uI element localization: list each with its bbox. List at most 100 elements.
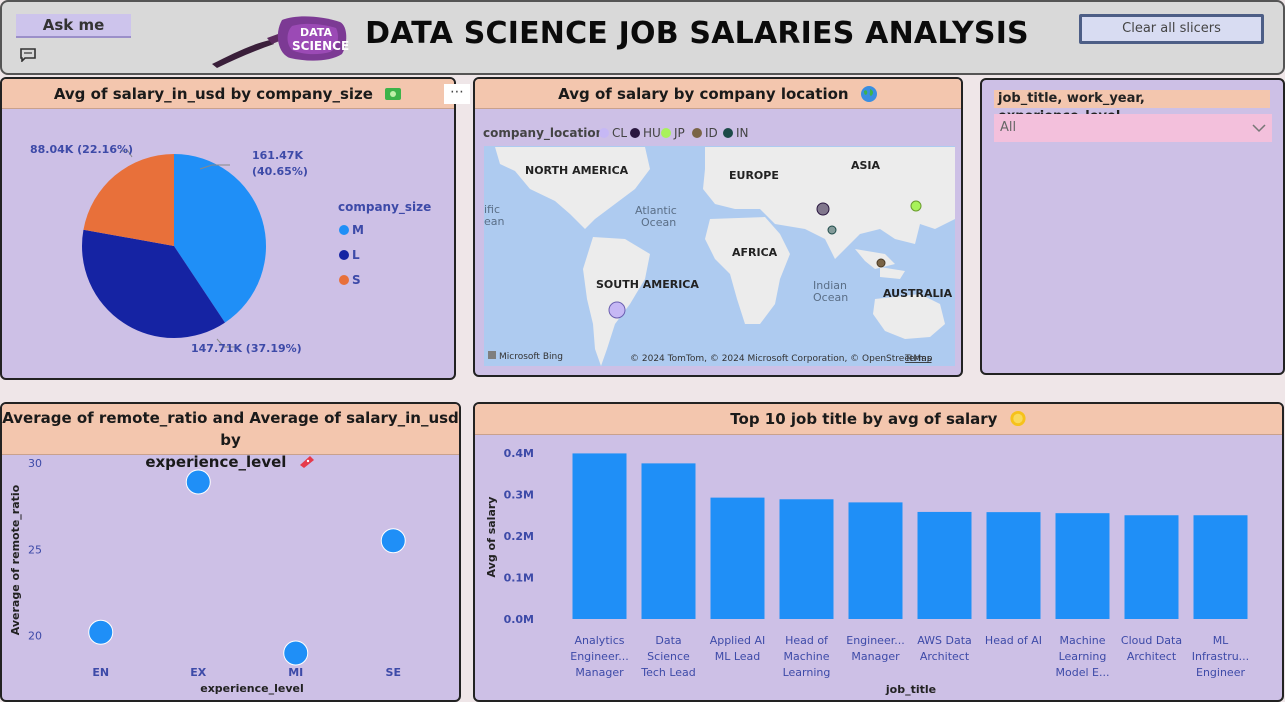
pie-label-m: 161.47K <box>252 149 303 162</box>
map-label-europe: EUROPE <box>729 169 779 182</box>
bar-chart-panel: Top 10 job title by avg of salary 0.0M 0.… <box>473 402 1284 702</box>
map-legend-item-in[interactable]: IN <box>736 126 749 140</box>
bar-x-label-3: Applied AI <box>710 634 766 647</box>
pie-leader-l <box>216 338 238 348</box>
map-north-america <box>495 147 650 229</box>
bar-x-label-9: Architect <box>1127 650 1177 663</box>
scatter-x-tick-en: EN <box>92 666 109 679</box>
bar-x-label-10: ML <box>1213 634 1229 647</box>
scatter-x-tick-ex: EX <box>190 666 207 679</box>
svg-text:DATA: DATA <box>300 26 332 39</box>
pie-slice-l[interactable] <box>81 229 225 338</box>
bar-x-label-10: Infrastru... <box>1192 650 1249 663</box>
bar-x-label-7: Head of AI <box>985 634 1042 647</box>
legend-item-m[interactable]: M <box>352 223 364 237</box>
map-label-south-america: SOUTH AMERICA <box>596 278 699 291</box>
bar-chart[interactable]: 0.0M 0.1M 0.2M 0.3M 0.4M Avg of salary Analyti… <box>475 435 1282 700</box>
map-south-america <box>583 237 650 366</box>
bar-chart-title: Top 10 job title by avg of salary <box>475 404 1282 435</box>
map-australia <box>873 294 945 339</box>
map-legend-swatch-cl <box>599 128 609 138</box>
map-label-pacific-ocean: ean <box>484 215 505 228</box>
bar-x-label-3: ML Lead <box>715 650 761 663</box>
map-europe-asia <box>703 147 955 259</box>
bar-y-tick: 0.0M <box>504 613 534 626</box>
scatter-point-se[interactable] <box>380 528 406 554</box>
map-legend-swatch-jp <box>661 128 671 138</box>
company-location-map[interactable]: company_location CL HU JP ID IN NORTH AMERIC… <box>475 109 961 375</box>
bar-x-label-4: Machine <box>783 650 829 663</box>
map-legend-item-cl[interactable]: CL <box>612 126 627 140</box>
bar-y-tick: 0.2M <box>504 530 534 543</box>
bar-10[interactable] <box>1193 515 1248 619</box>
bar-x-label-6: Architect <box>920 650 970 663</box>
bing-logo <box>488 351 496 359</box>
map-label-atlantic: Atlantic <box>635 204 677 217</box>
comment-icon[interactable] <box>20 48 36 62</box>
more-options-button[interactable]: ⋯ <box>444 84 470 104</box>
pie-leader-m <box>199 164 230 170</box>
pie-slice-s[interactable] <box>83 154 174 246</box>
bar-6[interactable] <box>917 511 972 619</box>
pie-leader-s <box>120 150 133 158</box>
map-bubble-cl[interactable] <box>608 301 626 319</box>
bar-x-axis-label: job_title <box>885 683 936 696</box>
bar-4[interactable] <box>779 499 834 619</box>
scatter-y-tick-30: 30 <box>28 457 42 470</box>
scatter-chart-title-line1: Average of remote_ratio and Average of s… <box>2 409 459 449</box>
legend-item-s[interactable]: S <box>352 273 361 287</box>
bar-x-label-2: Science <box>647 650 690 663</box>
map-bubble-jp[interactable] <box>910 200 922 212</box>
map-copyright[interactable]: © 2024 TomTom, © 2024 Microsoft Corporat… <box>630 354 933 364</box>
bar-x-label-5: Engineer... <box>846 634 904 647</box>
map-bubble-in[interactable] <box>827 225 837 235</box>
bar-7[interactable] <box>986 512 1041 619</box>
bar-5[interactable] <box>848 502 903 619</box>
map-legend-swatch-in <box>723 128 733 138</box>
bar-8[interactable] <box>1055 513 1110 619</box>
map-label-north-america: NORTH AMERICA <box>525 164 629 177</box>
map-label-asia: ASIA <box>851 159 881 172</box>
map-label-australia: AUSTRALIA <box>883 287 953 300</box>
slicer-title: job_title, work_year, experience_level <box>994 90 1270 124</box>
coin-icon <box>1010 410 1026 427</box>
scatter-chart-title-line2: experience_level <box>145 453 287 471</box>
map-terms-link[interactable]: Terms <box>904 354 932 364</box>
scatter-point-en[interactable] <box>88 619 114 645</box>
map-africa <box>705 217 790 324</box>
map-title-text: Avg of salary by company location <box>558 85 849 103</box>
scatter-x-tick-mi: MI <box>288 666 303 679</box>
scatter-chart-panel: Average of remote_ratio and Average of s… <box>0 402 461 702</box>
bar-3[interactable] <box>710 497 765 619</box>
legend-item-l[interactable]: L <box>352 248 360 262</box>
ticket-icon <box>299 456 314 468</box>
bar-x-label-1: Engineer... <box>570 650 628 663</box>
bar-9[interactable] <box>1124 515 1179 619</box>
map-legend-item-id[interactable]: ID <box>705 126 718 140</box>
bar-x-label-2: Tech Lead <box>640 666 696 679</box>
pie-chart[interactable]: 161.47K (40.65%) 147.71K (37.19%) 88.04K… <box>2 109 454 379</box>
map-label-indian: Indian <box>813 279 847 292</box>
scatter-chart-title: Average of remote_ratio and Average of s… <box>2 404 459 471</box>
map-legend-item-hu[interactable]: HU <box>643 126 661 140</box>
scatter-point-mi[interactable] <box>283 640 309 666</box>
scatter-y-tick-25: 25 <box>28 543 42 556</box>
money-icon <box>385 88 402 100</box>
bar-x-label-8: Learning <box>1059 650 1107 663</box>
bar-x-label-8: Machine <box>1059 634 1105 647</box>
bar-2[interactable] <box>641 463 696 619</box>
map-bubble-id[interactable] <box>876 258 886 268</box>
pie-slice-m[interactable] <box>174 154 266 323</box>
ask-me-button[interactable]: Ask me <box>16 14 131 38</box>
clear-all-slicers-button[interactable]: Clear all slicers <box>1079 14 1264 44</box>
bar-1[interactable] <box>572 453 627 619</box>
map-label-pacific: ific <box>484 203 500 216</box>
bing-text: Microsoft Bing <box>499 352 563 362</box>
map-legend-item-jp[interactable]: JP <box>673 126 685 140</box>
slicer-dropdown[interactable]: All <box>994 114 1272 142</box>
scatter-chart[interactable]: 20 25 30 Average of remote_ratio EN EX MI SE exp… <box>2 455 459 700</box>
scatter-point-ex[interactable] <box>185 469 211 495</box>
pie-chart-title-text: Avg of salary_in_usd by company_size <box>53 85 373 103</box>
bar-y-tick: 0.1M <box>504 572 534 585</box>
map-bubble-hu[interactable] <box>816 202 830 216</box>
